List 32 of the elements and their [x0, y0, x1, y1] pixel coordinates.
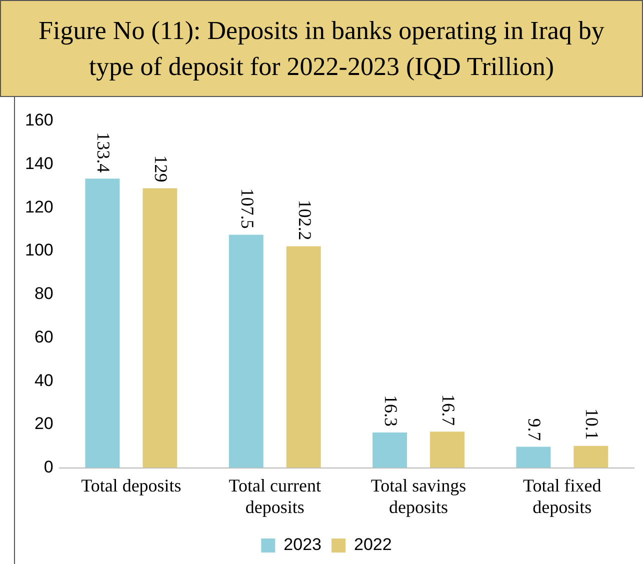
bar [142, 188, 178, 468]
bar [372, 432, 408, 468]
chart-title: Figure No (11): Deposits in banks operating in Iraq by type of deposit for 2022-2023 (IQD Trillion) [0, 0, 643, 97]
y-tick-label: 140 [24, 154, 54, 174]
y-tick-label: 80 [34, 284, 54, 304]
legend-label: 2022 [354, 535, 392, 554]
data-label: 129 [151, 155, 172, 182]
y-tick-label: 100 [24, 240, 54, 260]
x-tick-label: Total deposits [81, 475, 182, 496]
bar [286, 246, 321, 468]
x-tick-label: Total current deposits [228, 475, 321, 517]
y-tick-label: 160 [24, 110, 54, 130]
data-label: 107.5 [237, 188, 258, 229]
data-label: 102.2 [294, 200, 315, 240]
bar [228, 234, 264, 468]
y-tick-label: 20 [34, 414, 54, 434]
data-label: 16.3 [381, 394, 402, 426]
bar [574, 446, 608, 468]
data-label: 16.7 [438, 394, 459, 426]
y-tick-label: 40 [34, 370, 54, 390]
bar [85, 178, 120, 468]
y-tick-label: 60 [34, 327, 54, 346]
bar [430, 432, 464, 468]
x-tick-label: Total fixed deposits [523, 475, 602, 517]
bar [516, 446, 551, 468]
x-tick-label: Total savings deposits [370, 475, 466, 517]
data-label: 133.4 [94, 132, 114, 173]
legend-label: 2023 [284, 535, 322, 554]
data-label: 9.7 [524, 418, 545, 441]
data-label: 10.1 [582, 408, 602, 440]
y-tick-label: 120 [24, 197, 54, 216]
y-tick-label: 0 [44, 457, 54, 476]
